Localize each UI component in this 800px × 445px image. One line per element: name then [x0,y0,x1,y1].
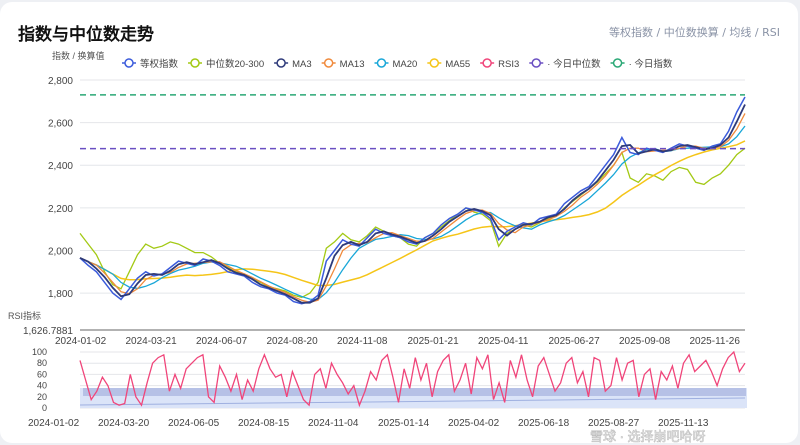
series-median-line [79,147,746,299]
legend-marker-icon [612,58,623,68]
x-tick-label: 2025-11-26 [690,336,741,347]
legend-label: MA3 [292,59,312,70]
slider-tick-label: 2025-11-13 [658,418,709,429]
legend-item[interactable]: RSI3 [480,58,519,70]
legend-label: MA55 [445,59,470,70]
datazoom-preview-line [79,397,746,406]
legend-item[interactable]: MA20 [374,58,417,70]
x-tick-label: 2025-01-21 [408,336,460,347]
rsi-label: RSI指标 [8,310,41,321]
legend-marker-icon [376,58,387,68]
series-ma55-line [79,140,746,287]
x-tick-label: 2024-08-20 [267,336,319,347]
slider-tick-label: 2024-03-20 [98,418,150,429]
legend-marker-icon [124,58,134,68]
x-tick-label: 2025-06-27 [549,336,601,347]
y-tick-label: 2,600 [48,119,73,130]
x-tick-label: 2024-11-08 [337,336,388,347]
slider-tick-label: 2024-01-02 [28,418,80,429]
rsi-tick-label: 20 [37,392,47,402]
y-axis-label: 指数 / 换算值 [52,50,105,61]
slider-tick-label: 2025-08-27 [588,418,640,429]
legend-label: MA20 [392,59,417,70]
legend-marker-icon [482,58,492,68]
page-title: 指数与中位数走势 [18,25,154,45]
legend-marker-icon [323,58,334,68]
legend-marker-icon [531,58,542,68]
legend-item[interactable]: 等权指数 [122,58,179,70]
rsi-tick-label: 80 [37,358,47,368]
legend-item[interactable]: · 今日指数 [610,58,673,70]
legend-item[interactable]: 中位数20-300 [188,58,264,70]
slider-tick-label: 2024-06-05 [168,418,220,429]
legend-item[interactable]: MA13 [321,58,365,70]
series-ma20-line [79,125,746,301]
legend-item[interactable]: MA3 [274,58,312,70]
legend-label: · 今日中位数 [547,58,601,70]
rsi-tick-label: 0 [42,403,47,413]
rsi-line [79,350,746,408]
y-min-label: 1,626.7881 [23,326,73,337]
datazoom-handle-bar[interactable] [83,388,746,396]
y-tick-label: 2,200 [48,204,73,215]
slider-tick-label: 2025-04-02 [448,418,500,429]
x-tick-label: 2024-01-02 [55,336,107,347]
y-tick-label: 2,000 [48,246,73,257]
y-tick-label: 2,400 [48,161,73,172]
legend-label: · 今日指数 [629,58,673,70]
legend-marker-icon [190,58,200,68]
slider-tick-label: 2024-08-15 [238,418,290,429]
legend-label: MA13 [340,59,365,70]
legend-label: 中位数20-300 [206,58,264,70]
legend-label: RSI3 [498,59,519,70]
watermark: 雪球 · 选择崩吧哈呀 [590,429,706,444]
legend-marker-icon [276,58,286,68]
rsi-tick-label: 60 [37,369,47,379]
y-tick-label: 1,800 [48,289,73,300]
x-tick-label: 2025-04-11 [478,336,529,347]
legend-item[interactable]: MA55 [427,58,470,70]
y-tick-label: 2,800 [48,76,73,87]
subtitle: 等权指数 / 中位数换算 / 均线 / RSI [609,26,780,39]
slider-tick-label: 2025-06-18 [518,418,570,429]
legend-marker-icon [429,58,440,68]
slider-tick-label: 2024-11-04 [308,418,359,429]
rsi-tick-label: 40 [37,381,47,391]
legend-label: 等权指数 [140,58,179,70]
slider-tick-label: 2025-01-14 [378,418,430,429]
series-ma3-line [79,104,746,304]
x-tick-label: 2024-03-21 [126,336,178,347]
x-tick-label: 2025-09-08 [619,336,671,347]
x-tick-label: 2024-06-07 [196,336,248,347]
series-index-line [79,96,746,305]
rsi-tick-label: 100 [32,347,47,357]
legend-item[interactable]: · 今日中位数 [529,58,601,70]
